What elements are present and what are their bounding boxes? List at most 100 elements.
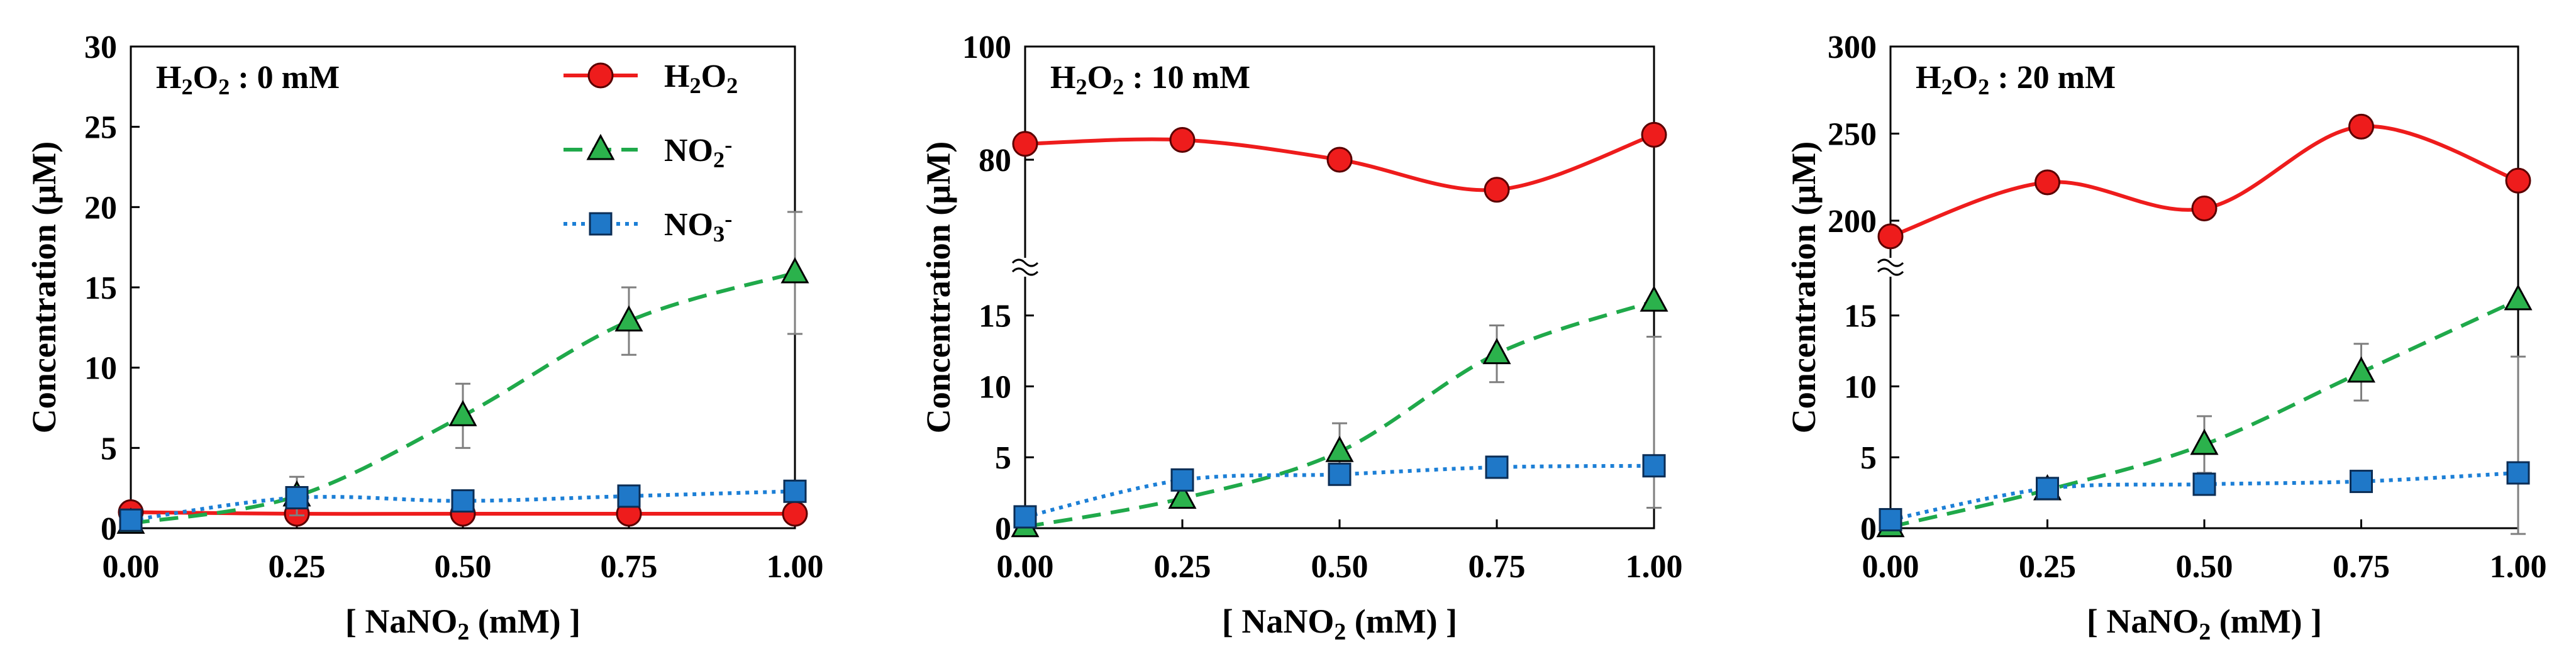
y-tick-label: 80 — [979, 143, 1011, 179]
data-point-h2o2 — [1012, 131, 1038, 157]
y-tick-label: 5 — [995, 440, 1011, 476]
y-tick-label: 200 — [1828, 204, 1877, 240]
y-axis-title: Concentration (µM) — [25, 141, 63, 434]
x-tick-label: 0.75 — [601, 549, 658, 585]
y-tick-label: 15 — [1844, 299, 1877, 335]
x-axis-title: [ NaNO2 (mM) ] — [2087, 602, 2322, 645]
y-tick-label: 5 — [1860, 440, 1877, 476]
x-tick-label: 0.25 — [269, 549, 326, 585]
y-tick-label: 0 — [1860, 511, 1877, 547]
y-tick-label: 15 — [84, 270, 117, 306]
series-no3 — [1013, 454, 1666, 529]
x-tick-label: 1.00 — [1626, 549, 1683, 585]
legend-label-no3: NO3- — [664, 206, 732, 246]
data-point-h2o2 — [2191, 196, 2218, 222]
data-point-no2 — [2504, 284, 2533, 311]
chart-panel-3: 0 5 10 15 200 250 300 0.00 0.25 0.50 0.75 1.00 [ NaN… — [1785, 30, 2547, 645]
data-point-no2 — [780, 257, 809, 284]
x-tick-label: 0.50 — [1311, 549, 1368, 585]
y-tick-label: 15 — [979, 299, 1011, 335]
y-tick-label: 30 — [84, 30, 117, 65]
data-point-h2o2 — [2348, 113, 2374, 140]
panel-label: H2O2 : 10 mM — [1050, 60, 1250, 99]
data-point-no3 — [2192, 472, 2216, 496]
axis-break-mark — [1011, 258, 1039, 267]
data-point-no2 — [2190, 428, 2219, 455]
series-no2 — [116, 211, 809, 534]
data-point-h2o2 — [1877, 223, 1904, 250]
x-axis-title: [ NaNO2 (mM) ] — [1222, 602, 1457, 645]
axis-break-mark — [1011, 267, 1039, 276]
data-point-no2 — [1168, 482, 1197, 509]
data-point-no3 — [451, 489, 475, 513]
data-point-no2 — [614, 305, 643, 332]
x-tick-label: 0.50 — [435, 549, 492, 585]
panel-label: H2O2 : 0 mM — [156, 60, 340, 99]
data-point-h2o2 — [2505, 167, 2531, 194]
y-tick-label: 0 — [101, 511, 117, 547]
x-tick-label: 0.00 — [1862, 549, 1919, 585]
x-tick-label: 0.75 — [2333, 549, 2390, 585]
series-h2o2 — [1877, 113, 2531, 250]
y-tick-label: 10 — [979, 369, 1011, 405]
data-point-no3 — [1642, 454, 1666, 478]
y-tick-label: 5 — [101, 431, 117, 467]
panel-label: H2O2 : 20 mM — [1916, 60, 2116, 99]
x-tick-label: 1.00 — [767, 549, 824, 585]
x-tick-label: 0.00 — [997, 549, 1054, 585]
y-tick-label: 10 — [1844, 369, 1877, 405]
x-axis-title: [ NaNO2 (mM) ] — [345, 602, 580, 645]
data-point-no3 — [1013, 505, 1037, 529]
x-tick-label: 0.25 — [2019, 549, 2076, 585]
data-point-no3 — [1485, 455, 1509, 479]
data-point-no3 — [617, 484, 641, 508]
chart-panel-1: 0 5 10 15 20 25 30 0.00 0.25 0.50 0.75 1.00 [ NaNO2 … — [25, 30, 824, 645]
legend-marker-no3 — [589, 212, 613, 236]
chart-panel-2: 0 5 10 15 80 100 0.00 0.25 0.50 0.75 1.00 [ NaNO2 (… — [919, 30, 1683, 645]
y-tick-label: 100 — [962, 30, 1011, 65]
y-tick-label: 250 — [1828, 116, 1877, 152]
data-point-h2o2 — [1169, 127, 1196, 153]
series-line-no3 — [130, 489, 796, 523]
data-point-no2 — [2346, 356, 2376, 383]
legend-label-h2o2: H2O2 — [664, 58, 738, 98]
y-tick-label: 25 — [84, 110, 117, 146]
legend-marker-h2o2 — [587, 62, 614, 89]
data-point-no3 — [2036, 477, 2059, 501]
axis-break-mark — [1877, 267, 1904, 276]
x-tick-label: 0.75 — [1468, 549, 1526, 585]
data-point-h2o2 — [1326, 147, 1353, 173]
data-point-no3 — [1328, 462, 1352, 486]
data-point-no3 — [1879, 507, 1902, 531]
y-tick-label: 20 — [84, 190, 117, 226]
x-tick-label: 0.00 — [103, 549, 160, 585]
series-no3 — [1879, 461, 2530, 531]
chart-legend: H2O2 NO2- NO3- — [564, 58, 738, 246]
plot-frame — [130, 45, 796, 529]
series-no2 — [1876, 284, 2533, 538]
data-point-no3 — [2506, 461, 2530, 485]
legend-marker-no2 — [586, 133, 615, 160]
data-point-h2o2 — [1641, 121, 1667, 148]
series-no3 — [119, 479, 807, 532]
y-axis-title: Concentration (µM) — [1785, 141, 1823, 434]
axis-break-mark — [1877, 258, 1904, 267]
y-axis-title: Concentration (µM) — [919, 141, 957, 434]
data-point-h2o2 — [2035, 169, 2060, 196]
data-point-h2o2 — [1484, 177, 1510, 203]
x-tick-label: 1.00 — [2490, 549, 2547, 585]
data-point-no3 — [1170, 468, 1194, 492]
y-tick-label: 0 — [995, 511, 1011, 547]
data-point-no3 — [285, 485, 309, 509]
series-no2 — [1011, 285, 1668, 538]
data-point-no2 — [1482, 338, 1511, 365]
legend-label-no2: NO2- — [664, 132, 732, 172]
data-point-h2o2 — [782, 501, 808, 527]
data-point-no2 — [448, 400, 477, 426]
x-tick-label: 0.25 — [1154, 549, 1211, 585]
series-h2o2 — [1012, 121, 1667, 203]
data-point-no3 — [2350, 470, 2373, 494]
data-point-no3 — [783, 479, 807, 503]
data-point-no3 — [119, 508, 143, 532]
